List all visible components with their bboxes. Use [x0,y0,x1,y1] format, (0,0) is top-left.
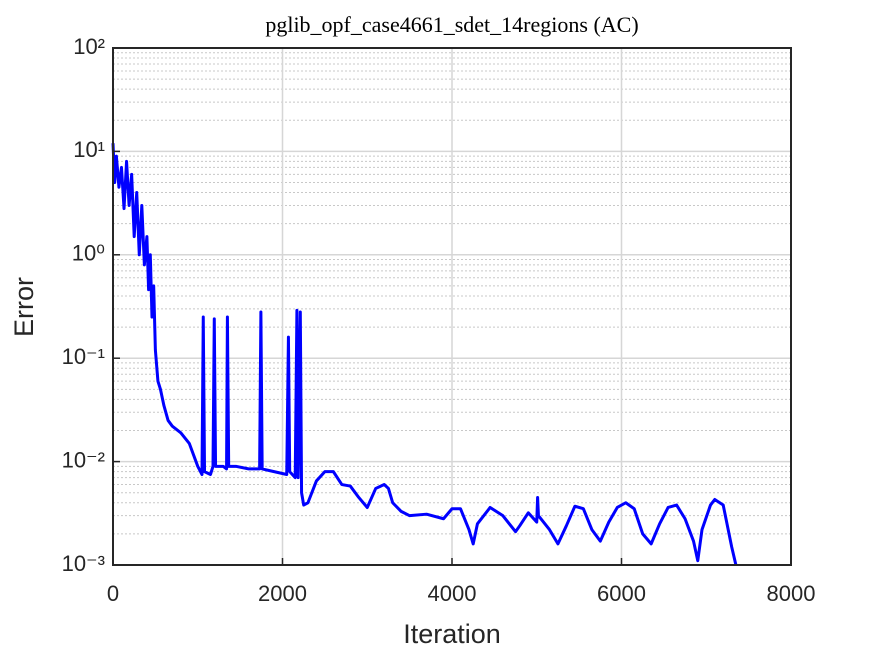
y-tick-label: 10⁻¹ [62,344,105,369]
y-tick-label: 10⁰ [72,241,105,266]
chart-title: pglib_opf_case4661_sdet_14regions (AC) [265,12,638,37]
x-tick-label: 2000 [258,581,307,606]
y-tick-label: 10⁻² [62,447,105,472]
x-tick-label: 4000 [428,581,477,606]
data-line [111,143,738,566]
x-tick-label: 6000 [597,581,646,606]
plot-area [111,143,738,566]
y-tick-label: 10⁻³ [62,551,105,576]
y-tick-label: 10¹ [73,137,105,162]
y-axis-label: Error [9,277,39,337]
x-tick-label: 8000 [767,581,816,606]
x-axis-label: Iteration [403,619,501,649]
x-tick-label: 0 [107,581,119,606]
y-tick-label: 10² [73,34,105,59]
